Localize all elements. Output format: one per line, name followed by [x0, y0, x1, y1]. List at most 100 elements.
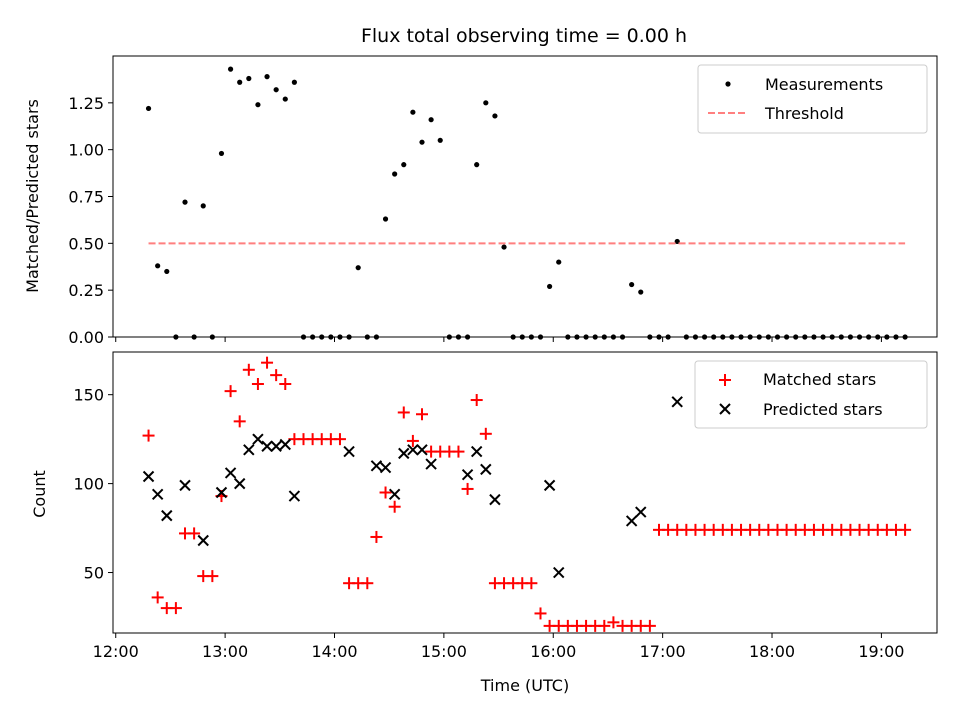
predicted-star-point: [233, 477, 246, 490]
measurement-point: [145, 105, 152, 112]
measurement-point: [492, 113, 498, 119]
measurement-point: [382, 216, 389, 222]
predicted-star-point: [379, 461, 392, 474]
matched-star-point: [370, 530, 383, 543]
measurement-point: [437, 137, 443, 143]
matched-star-point: [397, 406, 410, 419]
measurement-point: [410, 109, 416, 115]
matched-star-point: [361, 577, 374, 590]
predicted-star-point: [470, 445, 483, 458]
top-legend-box: [697, 64, 928, 134]
predicted-star-point: [425, 458, 437, 470]
x-tick-label: 12:00: [93, 642, 139, 661]
predicted-star-point: [671, 396, 683, 408]
measurement-point: [273, 87, 279, 93]
matched-star-point: [643, 619, 656, 632]
matched-star-point: [279, 378, 292, 391]
top-chart-title: Flux total observing time = 0.00 h: [361, 25, 687, 47]
predicted-star-point: [179, 479, 191, 492]
x-tick-label: 16:00: [530, 642, 576, 661]
predicted-star-point: [388, 488, 401, 500]
legend-measurements-label: Measurements: [765, 75, 883, 94]
predicted-star-point: [398, 447, 410, 460]
y-tick-label: 1.25: [68, 94, 104, 113]
predicted-star-point: [261, 440, 273, 452]
matched-star-point: [470, 394, 483, 407]
predicted-star-point: [142, 470, 155, 483]
measurement-point: [282, 96, 288, 102]
x-tick-label: 15:00: [421, 642, 467, 661]
matched-star-point: [388, 500, 401, 513]
matched-star-point: [270, 369, 283, 382]
x-tick-label: 14:00: [311, 642, 357, 661]
matched-star-point: [379, 486, 392, 499]
measurement-point: [246, 75, 252, 82]
bottom-legend-box: [694, 360, 928, 429]
y-tick-label: 0.75: [68, 188, 104, 207]
measurement-point: [556, 259, 562, 265]
x-tick-label: 17:00: [640, 642, 686, 661]
matched-star-point: [333, 433, 346, 446]
predicted-star-point: [243, 444, 255, 456]
measurement-point: [547, 283, 553, 290]
measurement-point: [218, 150, 225, 157]
predicted-star-point: [215, 486, 228, 499]
matched-star-point: [233, 415, 246, 428]
measurement-point: [164, 268, 170, 275]
matched-star-point: [452, 445, 465, 458]
bottom-y-axis-label: Count: [30, 470, 49, 518]
predicted-star-point: [224, 467, 237, 479]
x-tick-label: 13:00: [202, 642, 248, 661]
matched-star-point: [899, 523, 912, 536]
matched-star-point: [251, 378, 264, 391]
measurement-point: [155, 263, 161, 269]
measurement-point: [200, 203, 206, 209]
measurement-point: [291, 79, 297, 85]
legend-predicted-marker: [719, 403, 731, 415]
measurement-point: [227, 66, 234, 72]
measurement-point: [419, 139, 425, 145]
matched-star-point: [242, 363, 255, 376]
measurement-point: [428, 117, 434, 123]
predicted-star-point: [543, 479, 556, 492]
x-tick-label: 19:00: [858, 642, 904, 661]
legend-matched-marker: [719, 374, 731, 386]
legend-measurements-marker: [725, 81, 731, 87]
predicted-star-point: [461, 469, 474, 481]
measurement-point: [182, 199, 188, 205]
measurement-point: [638, 289, 644, 295]
matched-star-point: [261, 356, 274, 369]
matched-star-point: [525, 577, 538, 590]
measurement-point: [355, 265, 361, 271]
y-tick-label: 150: [73, 386, 104, 405]
y-tick-label: 100: [73, 475, 104, 494]
bottom-x-axis-label: Time (UTC): [480, 676, 569, 695]
matched-star-point: [224, 385, 237, 398]
predicted-star-point: [343, 445, 355, 458]
matched-star-point: [607, 616, 620, 629]
matched-star-point: [598, 619, 611, 632]
matched-star-point: [151, 591, 164, 604]
predicted-star-point: [625, 515, 638, 527]
predicted-star-point: [416, 444, 428, 456]
predicted-star-point: [553, 566, 565, 579]
matched-star-point: [206, 570, 219, 583]
predicted-star-point: [151, 488, 164, 500]
measurement-point: [255, 102, 261, 108]
y-tick-label: 50: [84, 564, 104, 583]
predicted-star-point: [197, 534, 209, 547]
measurement-point: [401, 162, 407, 168]
measurement-point: [474, 162, 480, 168]
measurement-point: [237, 79, 243, 85]
y-tick-label: 0.50: [68, 234, 104, 253]
measurement-point: [629, 281, 635, 288]
predicted-star-point: [252, 433, 264, 445]
measurement-point: [264, 74, 270, 80]
predicted-star-point: [279, 438, 291, 451]
legend-matched-label: Matched stars: [763, 370, 876, 389]
bottom-panel: Count Time (UTC) 12:00 13:00 14:00 15:00 16:…: [30, 351, 938, 695]
y-tick-label: 0.00: [68, 328, 104, 347]
legend-predicted-label: Predicted stars: [763, 400, 883, 419]
predicted-star-point: [370, 460, 383, 472]
